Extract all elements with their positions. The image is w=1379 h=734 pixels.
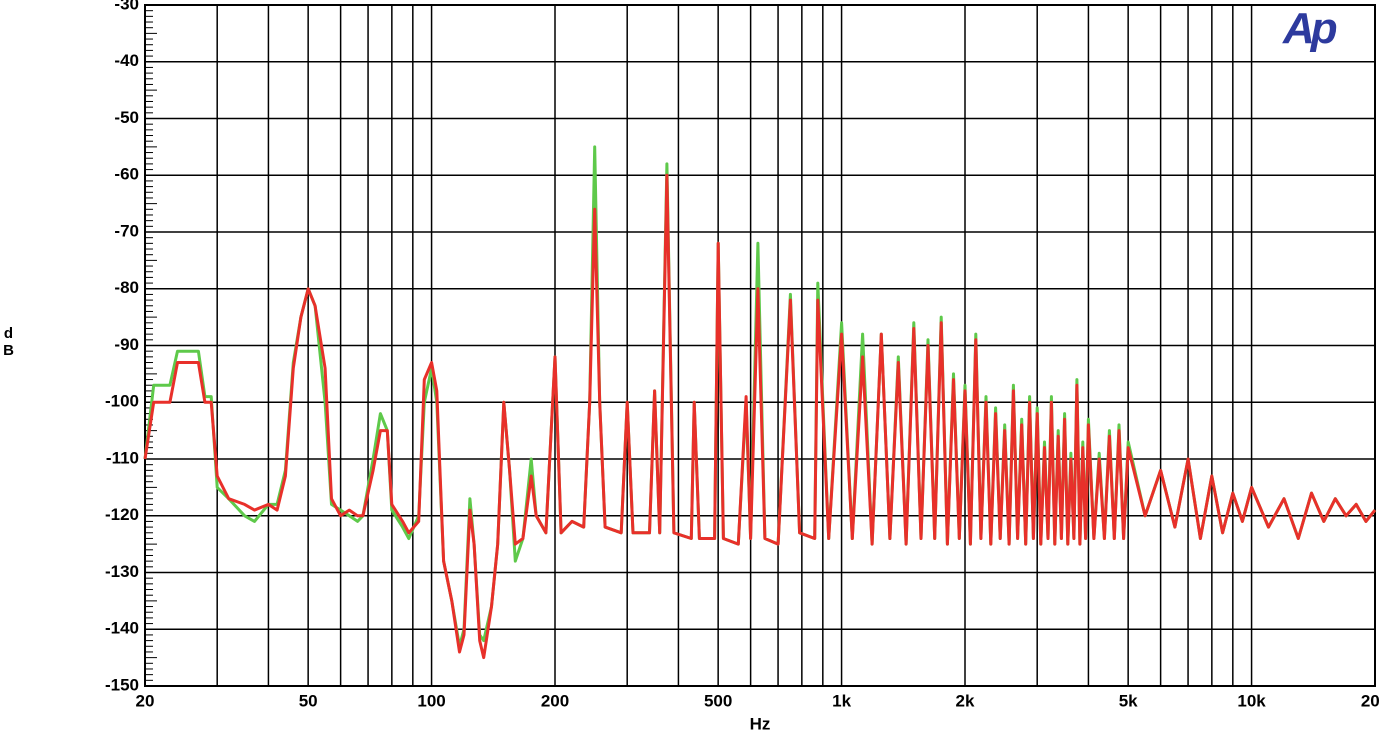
x-tick-label: 200 xyxy=(541,691,569,710)
x-tick-label: 5k xyxy=(1119,691,1138,710)
x-tick-label: 2k xyxy=(956,691,975,710)
x-tick-label: 100 xyxy=(417,691,445,710)
y-axis-label: dB xyxy=(0,325,17,359)
x-tick-label: 20 xyxy=(136,691,155,710)
y-tick-label: -110 xyxy=(106,448,139,467)
x-tick-label: 500 xyxy=(704,691,732,710)
y-tick-label: -120 xyxy=(105,505,139,524)
y-tick-label: -80 xyxy=(114,278,139,297)
tick-labels: -30 -40 -50 -60 -70 -80 -90 -100 -110 -120 -130 -14… xyxy=(105,0,1379,710)
y-tick-label: -140 xyxy=(105,619,139,638)
logo: Ap xyxy=(1283,4,1338,53)
x-tick-label: 50 xyxy=(299,691,318,710)
grid xyxy=(144,4,1376,687)
y-tick-label: -60 xyxy=(114,165,139,184)
y-tick-label: -30 xyxy=(114,0,139,13)
y-tick-label: -100 xyxy=(105,392,139,411)
x-axis-label: Hz xyxy=(750,714,771,733)
series-line xyxy=(143,173,1377,660)
plot-lines xyxy=(143,145,1377,660)
x-tick-label: 10k xyxy=(1237,691,1266,710)
y-tick-label: -90 xyxy=(114,335,139,354)
y-tick-label: -150 xyxy=(105,675,139,694)
plot-frame xyxy=(144,4,1376,687)
y-tick-label: -70 xyxy=(114,221,139,240)
y-tick-label: -40 xyxy=(114,51,139,70)
y-tick-label: -130 xyxy=(105,562,139,581)
x-tick-label: 1k xyxy=(832,691,851,710)
x-tick-label: 20k xyxy=(1361,691,1379,710)
y-tick-label: -50 xyxy=(114,108,139,127)
